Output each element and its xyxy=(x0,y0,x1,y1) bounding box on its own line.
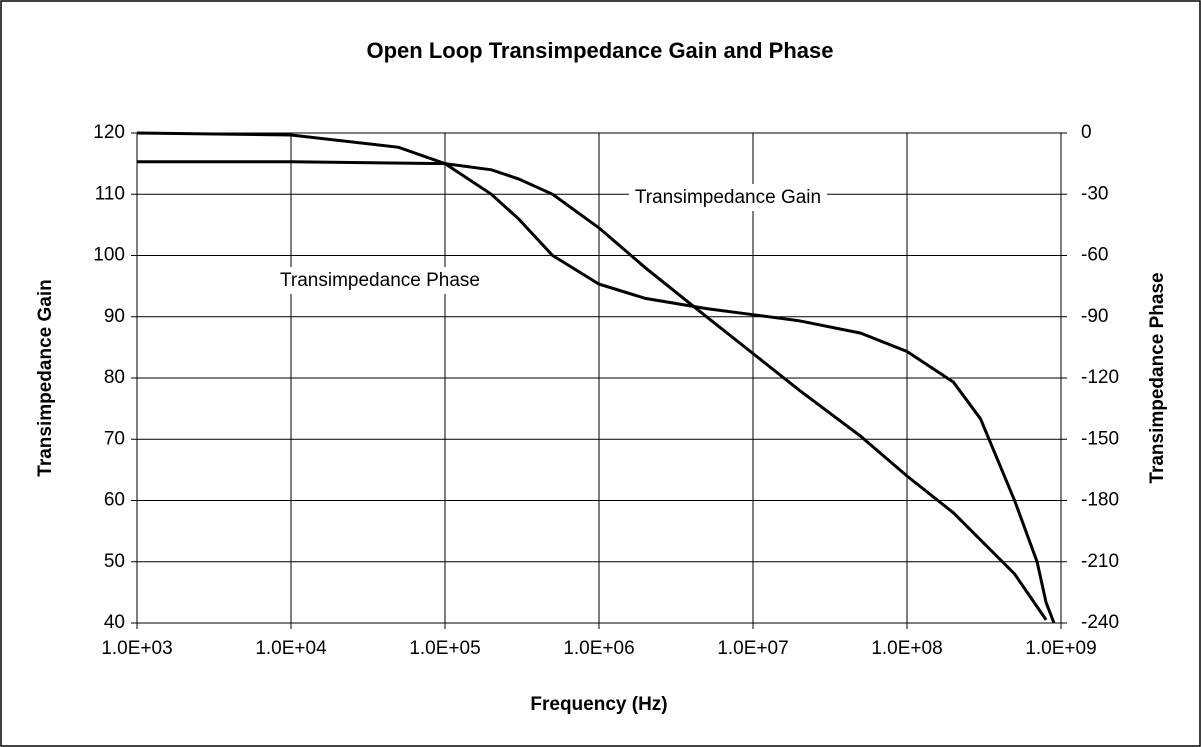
y-tick-label: 120 xyxy=(93,122,125,143)
series-label-bg xyxy=(274,267,486,295)
y2-tick-label: -60 xyxy=(1081,245,1108,266)
x-tick-label: 1.0E+08 xyxy=(871,638,942,659)
y2-tick-label: -180 xyxy=(1081,490,1119,511)
x-tick-label: 1.0E+06 xyxy=(563,638,634,659)
x-tick-label: 1.0E+07 xyxy=(717,638,788,659)
x-tick-label: 1.0E+04 xyxy=(255,638,327,659)
y-tick-label: 80 xyxy=(104,367,125,388)
x-tick-label: 1.0E+03 xyxy=(101,638,172,659)
series-line xyxy=(136,131,1056,624)
x-tick-label: 1.0E+05 xyxy=(409,638,480,659)
series-label-bg xyxy=(628,184,828,212)
x-axis-label: Frequency (Hz) xyxy=(530,694,667,715)
chart-title: Open Loop Transimpedance Gain and Phase xyxy=(367,38,834,63)
y2-tick-label: -240 xyxy=(1081,612,1119,633)
y-axis-label: Transimpedance Gain xyxy=(35,279,56,476)
y2-tick-label: -30 xyxy=(1081,183,1108,204)
y2-tick-label: -150 xyxy=(1081,428,1119,449)
y-tick-label: 60 xyxy=(104,490,125,511)
y2-tick-label: -90 xyxy=(1081,306,1108,327)
series-label: Transimpedance Gain xyxy=(635,187,821,208)
y2-tick-label: 0 xyxy=(1081,122,1092,143)
y-tick-label: 90 xyxy=(104,306,125,327)
y-tick-label: 100 xyxy=(93,245,125,266)
y2-tick-label: -120 xyxy=(1081,367,1119,388)
x-tick-label: 1.0E+09 xyxy=(1025,638,1096,659)
series-line xyxy=(137,160,1048,621)
series-label: Transimpedance Phase xyxy=(280,270,480,291)
y-tick-label: 40 xyxy=(104,612,125,633)
y-tick-label: 110 xyxy=(95,183,125,204)
y2-axis-label: Transimpedance Phase xyxy=(1147,272,1168,483)
y2-tick-label: -210 xyxy=(1081,551,1119,572)
y-tick-label: 70 xyxy=(104,428,125,449)
y-tick-label: 50 xyxy=(104,551,125,572)
